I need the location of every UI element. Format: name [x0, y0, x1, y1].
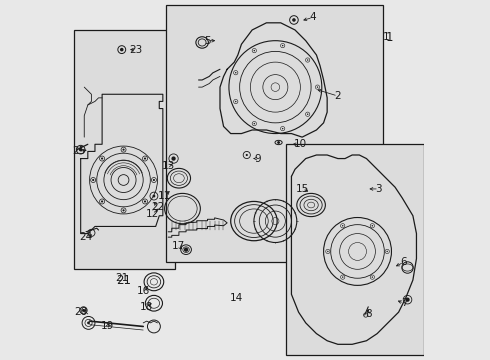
Text: 19: 19 — [101, 321, 114, 332]
Circle shape — [82, 309, 85, 312]
Circle shape — [144, 201, 146, 203]
Text: 3: 3 — [376, 184, 382, 194]
Text: 20: 20 — [74, 307, 87, 317]
Circle shape — [144, 157, 146, 159]
Circle shape — [122, 209, 124, 211]
Text: 1: 1 — [383, 32, 390, 42]
Text: 2: 2 — [335, 91, 341, 101]
Circle shape — [172, 157, 176, 161]
Circle shape — [101, 157, 103, 159]
Text: 8: 8 — [365, 309, 371, 319]
Text: 17: 17 — [172, 241, 186, 251]
Circle shape — [307, 59, 308, 61]
Circle shape — [405, 297, 410, 302]
Text: 9: 9 — [254, 154, 261, 163]
Circle shape — [342, 225, 343, 226]
FancyBboxPatch shape — [167, 5, 383, 262]
Circle shape — [282, 128, 283, 129]
Circle shape — [277, 141, 280, 144]
Text: 5: 5 — [204, 36, 211, 46]
Text: 6: 6 — [401, 257, 407, 267]
Circle shape — [245, 154, 248, 156]
Circle shape — [152, 195, 155, 198]
Circle shape — [387, 251, 388, 252]
Circle shape — [292, 18, 296, 22]
Circle shape — [87, 321, 90, 324]
Text: 14: 14 — [229, 293, 243, 303]
Text: 15: 15 — [295, 184, 309, 194]
FancyBboxPatch shape — [286, 144, 424, 355]
Circle shape — [92, 179, 94, 181]
Circle shape — [122, 149, 124, 151]
Circle shape — [235, 72, 237, 73]
Circle shape — [120, 48, 123, 51]
Text: 21: 21 — [116, 274, 131, 287]
Circle shape — [282, 45, 283, 46]
Circle shape — [184, 248, 188, 252]
Circle shape — [79, 148, 82, 152]
Circle shape — [327, 251, 329, 252]
Text: 4: 4 — [310, 13, 316, 22]
Circle shape — [235, 101, 237, 102]
Text: 22: 22 — [151, 202, 164, 212]
Circle shape — [307, 113, 308, 115]
Text: 7: 7 — [401, 298, 407, 308]
Circle shape — [317, 86, 318, 88]
Text: 12: 12 — [146, 209, 159, 219]
Text: 13: 13 — [162, 161, 175, 171]
Text: 16: 16 — [137, 286, 150, 296]
Circle shape — [153, 179, 155, 181]
Text: 25: 25 — [72, 147, 86, 157]
Text: 23: 23 — [129, 45, 143, 55]
Circle shape — [253, 50, 255, 51]
Text: 11: 11 — [158, 191, 171, 201]
Circle shape — [253, 123, 255, 124]
Text: 24: 24 — [79, 232, 93, 242]
Circle shape — [371, 276, 373, 278]
Text: 1: 1 — [386, 31, 393, 44]
Text: 10: 10 — [294, 139, 307, 149]
Circle shape — [342, 276, 343, 278]
Circle shape — [101, 201, 103, 203]
Text: 21: 21 — [115, 273, 128, 283]
Circle shape — [371, 225, 373, 226]
FancyBboxPatch shape — [74, 30, 175, 269]
Text: 18: 18 — [140, 302, 153, 312]
